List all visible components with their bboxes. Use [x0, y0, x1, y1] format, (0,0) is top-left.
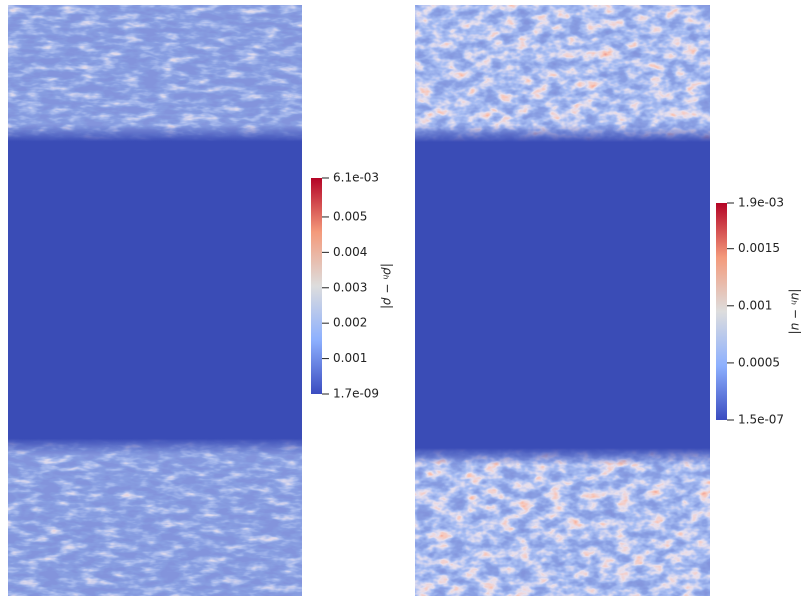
colorbar-tick-label: 6.1e-03	[333, 171, 379, 185]
colorbar-tick-label: 0.002	[333, 316, 367, 330]
colorbar-tick-label: 0.0005	[738, 355, 780, 369]
field-calm-region	[415, 125, 710, 465]
colorbar-tick-label: 0.005	[333, 209, 367, 223]
colorbar-tick-label: 1.7e-09	[333, 387, 379, 401]
colorbar-tick-label: 0.001	[333, 351, 367, 365]
colorbar-tick-label: 1.5e-07	[738, 413, 784, 427]
colorbar	[716, 203, 727, 420]
field-panel	[415, 5, 710, 596]
colorbar	[311, 178, 322, 394]
colorbar-title: |ρₕ − ρ|	[381, 263, 395, 309]
colorbar-tick-label: 0.003	[333, 280, 367, 294]
colorbar-tick-label: 0.0015	[738, 241, 780, 255]
colorbar-tick-label: 0.001	[738, 298, 772, 312]
figure: 1.7e-09 0.001 0.002 0.003 0.004 0.005 6.1e-03 |…	[0, 0, 806, 596]
colorbar-tick-label: 1.9e-03	[738, 196, 784, 210]
field-panel	[8, 5, 302, 596]
colorbar-tick-label: 0.004	[333, 245, 367, 259]
colorbar-title: |uₕ − u|	[789, 289, 803, 335]
field-calm-region	[8, 125, 302, 455]
